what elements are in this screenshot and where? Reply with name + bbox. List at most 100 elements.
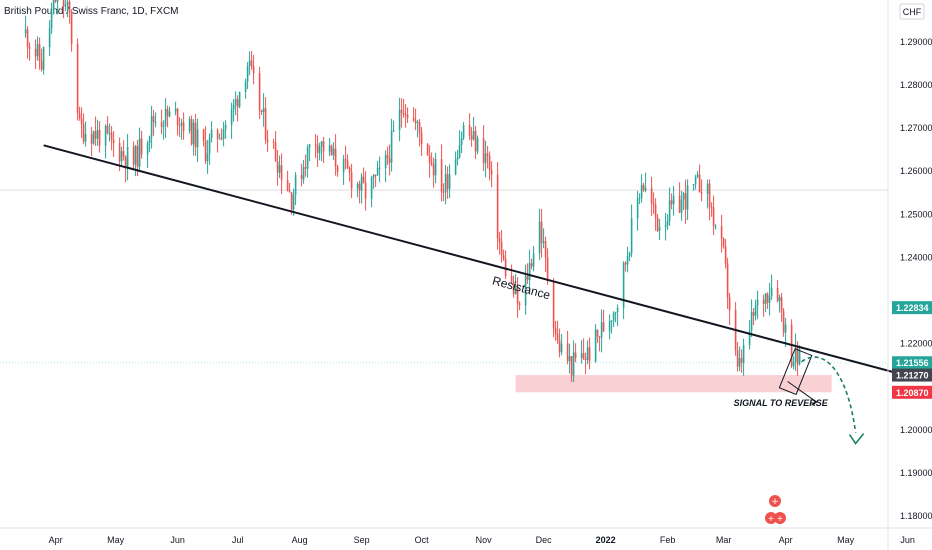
candle-body bbox=[126, 146, 129, 168]
candle-body bbox=[636, 198, 639, 219]
candle-body bbox=[756, 299, 759, 306]
candle-body bbox=[164, 108, 167, 126]
candle-body bbox=[778, 297, 781, 302]
candle-body bbox=[236, 99, 239, 107]
candle-body bbox=[600, 322, 603, 338]
candle-body bbox=[784, 324, 787, 333]
price-tick-label: 1.26000 bbox=[900, 166, 932, 176]
candle-body bbox=[644, 187, 647, 191]
candle-body bbox=[262, 108, 265, 113]
candle-body bbox=[330, 145, 333, 156]
candle-body bbox=[196, 129, 199, 148]
candle-body bbox=[454, 159, 457, 175]
svg-text:+: + bbox=[771, 497, 779, 507]
candle-body bbox=[678, 195, 681, 213]
price-tag bbox=[892, 301, 932, 315]
event-flag-icon bbox=[774, 512, 786, 524]
candle-body bbox=[754, 305, 757, 316]
candle-body bbox=[150, 116, 153, 137]
candle-body bbox=[388, 158, 391, 163]
candle-body bbox=[290, 192, 293, 210]
candle-body bbox=[706, 183, 709, 194]
candle-body bbox=[584, 358, 587, 361]
candle-body bbox=[446, 173, 449, 189]
candle-body bbox=[568, 356, 571, 362]
candle-body bbox=[346, 159, 349, 169]
candle-body bbox=[64, 4, 67, 7]
candle-body bbox=[306, 147, 309, 169]
candle-body bbox=[42, 47, 45, 70]
candle-body bbox=[546, 257, 549, 282]
candle-body bbox=[94, 131, 97, 139]
candle-body bbox=[246, 66, 249, 82]
candle-body bbox=[642, 184, 645, 191]
candle-body bbox=[274, 142, 277, 162]
signal-connector bbox=[787, 381, 817, 403]
candle-body bbox=[574, 352, 577, 359]
candle-body bbox=[294, 175, 297, 196]
candle-body bbox=[726, 263, 729, 298]
time-tick-label: Dec bbox=[536, 535, 553, 545]
candle-body bbox=[384, 155, 387, 168]
candle-body bbox=[486, 153, 489, 156]
candle-body bbox=[582, 353, 585, 359]
candle-body bbox=[432, 164, 435, 176]
candle-body bbox=[264, 108, 267, 140]
candle-body bbox=[166, 108, 169, 117]
candle-body bbox=[552, 281, 555, 328]
candle-body bbox=[90, 133, 93, 144]
time-tick-label: Mar bbox=[716, 535, 732, 545]
candle-body bbox=[560, 343, 563, 353]
candle-body bbox=[54, 0, 57, 2]
candle-body bbox=[78, 112, 81, 119]
candle-body bbox=[692, 184, 695, 186]
candle-body bbox=[490, 170, 493, 175]
candle-body bbox=[250, 60, 253, 67]
candle-body bbox=[512, 281, 515, 294]
candle-body bbox=[468, 125, 471, 136]
candle-body bbox=[412, 117, 415, 121]
price-tag bbox=[892, 385, 932, 399]
candle-body bbox=[188, 119, 191, 131]
candle-body bbox=[202, 129, 205, 141]
candle-body bbox=[122, 151, 125, 157]
candle-body bbox=[652, 203, 655, 205]
reversal-pattern-box bbox=[778, 348, 813, 396]
candle-body bbox=[524, 276, 527, 306]
time-tick-label: 2022 bbox=[596, 535, 616, 545]
candle-body bbox=[496, 174, 499, 239]
candle-body bbox=[420, 132, 423, 144]
candle-body bbox=[448, 174, 451, 189]
candle-body bbox=[516, 287, 519, 304]
candle-body bbox=[484, 153, 487, 164]
candle-body bbox=[248, 60, 251, 67]
candle-body bbox=[460, 138, 463, 146]
price-tick-label: 1.27000 bbox=[900, 123, 932, 133]
candle-body bbox=[80, 118, 83, 125]
candle-body bbox=[588, 347, 591, 362]
price-tag bbox=[892, 368, 932, 382]
candle-body bbox=[558, 340, 561, 353]
candle-body bbox=[62, 0, 65, 7]
candle-body bbox=[626, 256, 629, 265]
price-tick-label: 1.24000 bbox=[900, 252, 932, 262]
candle-body bbox=[586, 347, 589, 361]
candle-body bbox=[206, 153, 209, 162]
candle-body bbox=[638, 197, 641, 199]
candle-body bbox=[736, 350, 739, 367]
candle-body bbox=[430, 162, 433, 165]
candles-layer bbox=[24, 0, 801, 383]
candle-body bbox=[192, 122, 195, 145]
candle-body bbox=[656, 217, 659, 231]
candle-body bbox=[502, 255, 505, 259]
candle-body bbox=[596, 329, 599, 337]
candle-body bbox=[684, 193, 687, 210]
support-zone bbox=[515, 375, 832, 393]
candle-body bbox=[738, 357, 741, 367]
price-tick-label: 1.22000 bbox=[900, 339, 932, 349]
candle-body bbox=[470, 135, 473, 140]
candle-body bbox=[782, 311, 785, 333]
candle-body bbox=[118, 142, 121, 162]
